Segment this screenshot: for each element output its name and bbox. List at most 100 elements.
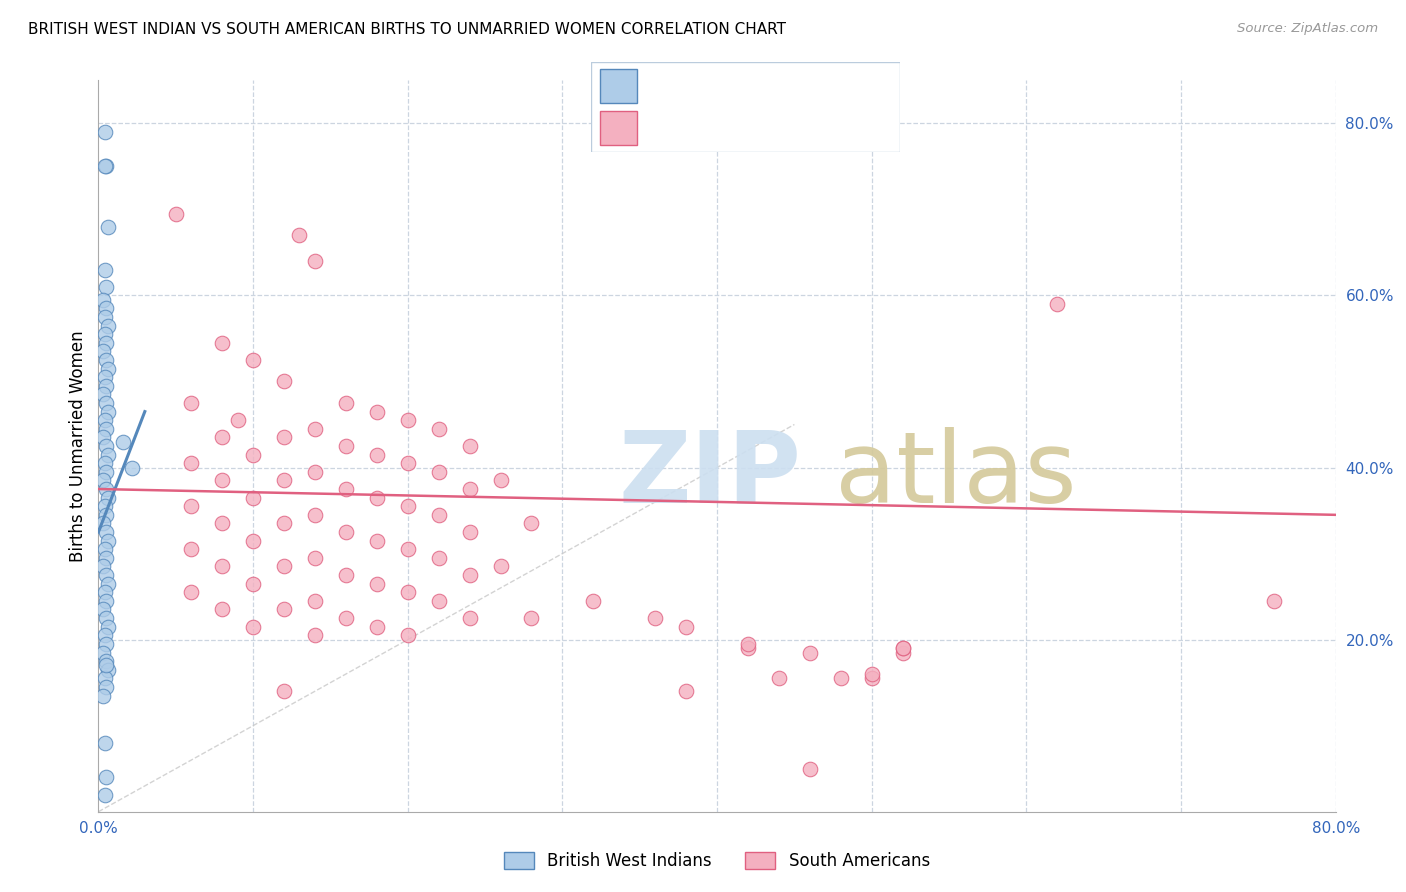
Point (1046, 297, 1069, 311)
Point (582, 594, 605, 608)
Point (891, 641, 914, 656)
Point (93, 125, 115, 139)
Point (891, 641, 914, 656)
FancyBboxPatch shape (591, 62, 900, 152)
Point (93, 159, 115, 173)
Point (180, 396, 202, 410)
Point (93, 671, 115, 685)
Point (458, 611, 481, 625)
Point (96, 353, 118, 368)
Point (96, 301, 118, 316)
Point (211, 516, 233, 531)
Point (121, 460, 143, 475)
Point (427, 465, 450, 479)
Point (458, 524, 481, 539)
Point (91, 602, 114, 616)
Point (91, 474, 114, 488)
Point (489, 559, 512, 574)
Point (427, 422, 450, 436)
Text: R =: R = (647, 120, 675, 135)
Point (242, 533, 264, 548)
Point (458, 439, 481, 453)
Point (273, 430, 295, 444)
Point (96, 396, 118, 410)
Point (93, 456, 115, 470)
Point (304, 422, 326, 436)
Point (427, 550, 450, 565)
Point (180, 500, 202, 514)
Bar (600, 111, 637, 145)
Point (96, 465, 118, 479)
Point (860, 667, 883, 681)
Point (675, 684, 697, 698)
Point (335, 482, 357, 496)
Point (211, 335, 233, 350)
Text: BRITISH WEST INDIAN VS SOUTH AMERICAN BIRTHS TO UNMARRIED WOMEN CORRELATION CHAR: BRITISH WEST INDIAN VS SOUTH AMERICAN BI… (28, 22, 786, 37)
Point (366, 533, 388, 548)
Point (96, 422, 118, 436)
Point (242, 620, 264, 634)
Point (97, 663, 120, 677)
Point (396, 542, 419, 557)
Point (180, 456, 202, 470)
Point (96, 378, 118, 392)
Point (458, 568, 481, 582)
Point (396, 456, 419, 470)
Point (91, 516, 114, 531)
Point (96, 611, 118, 625)
Point (96, 280, 118, 294)
Point (112, 434, 135, 449)
Point (96, 568, 118, 582)
Point (304, 465, 326, 479)
Point (93, 262, 115, 277)
Point (1263, 594, 1285, 608)
Point (91, 344, 114, 359)
Text: 101: 101 (844, 120, 876, 135)
Point (304, 594, 326, 608)
Point (97, 361, 120, 376)
Legend: British West Indians, South Americans: British West Indians, South Americans (498, 845, 936, 877)
Point (737, 637, 759, 651)
Point (165, 207, 187, 221)
Point (304, 508, 326, 522)
Point (273, 559, 295, 574)
Point (366, 404, 388, 418)
Point (273, 516, 295, 531)
Point (644, 611, 666, 625)
Point (97, 491, 120, 505)
Text: ZIP: ZIP (619, 426, 801, 524)
Point (211, 559, 233, 574)
Point (93, 500, 115, 514)
Point (396, 413, 419, 427)
Point (891, 646, 914, 660)
Point (91, 559, 114, 574)
Point (180, 585, 202, 599)
Point (335, 611, 357, 625)
Point (273, 375, 295, 389)
Point (96, 524, 118, 539)
Point (304, 550, 326, 565)
Point (93, 370, 115, 384)
Text: Source: ZipAtlas.com: Source: ZipAtlas.com (1237, 22, 1378, 36)
Point (242, 576, 264, 591)
Y-axis label: Births to Unmarried Women: Births to Unmarried Women (69, 330, 87, 562)
Point (91, 430, 114, 444)
Point (768, 671, 790, 685)
Point (211, 474, 233, 488)
Text: N =: N = (782, 120, 811, 135)
Point (226, 413, 249, 427)
Point (93, 327, 115, 342)
Point (799, 762, 821, 776)
Point (96, 770, 118, 784)
Point (93, 585, 115, 599)
Point (96, 335, 118, 350)
Point (91, 387, 114, 401)
Point (427, 508, 450, 522)
Point (520, 516, 543, 531)
Point (799, 646, 821, 660)
Point (96, 482, 118, 496)
Point (366, 576, 388, 591)
Point (520, 611, 543, 625)
Point (93, 788, 115, 802)
Text: R =: R = (647, 78, 675, 93)
